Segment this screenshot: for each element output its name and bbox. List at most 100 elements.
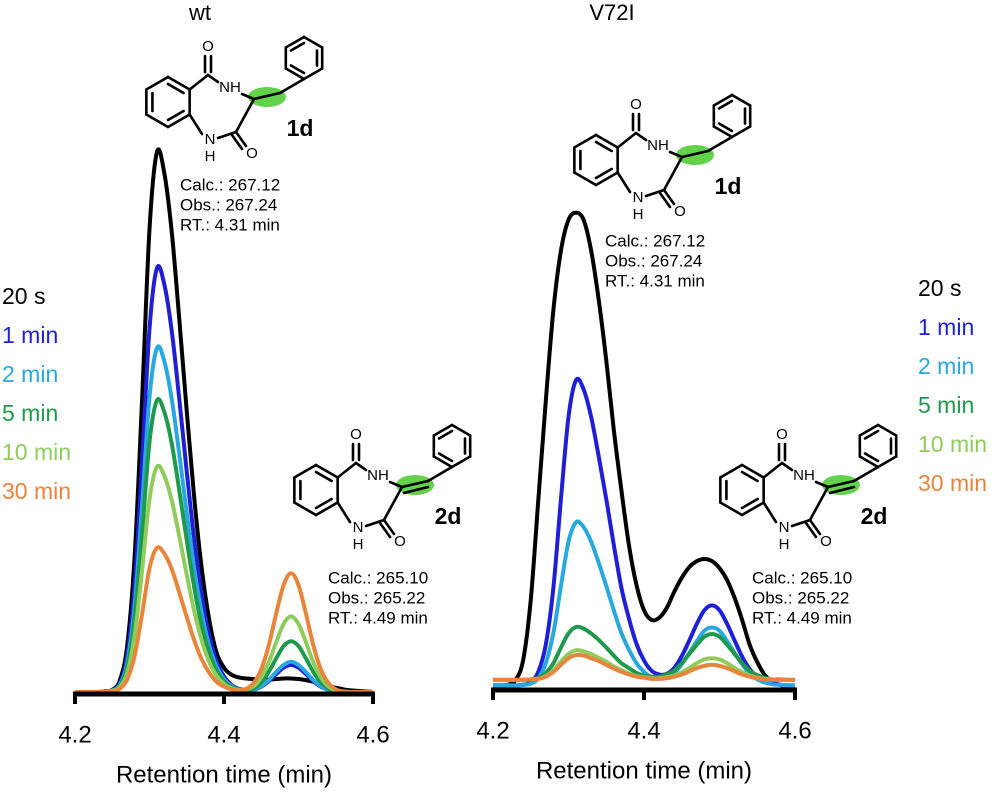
bond (740, 501, 765, 517)
atom-label: H (633, 206, 644, 223)
bond (284, 67, 306, 81)
mass-annotation: Calc.: 267.12 (605, 231, 705, 250)
bond (145, 113, 170, 129)
bond (234, 130, 248, 148)
bond (382, 485, 404, 522)
compound-label: 2d (435, 503, 462, 529)
atom-label: N (779, 519, 790, 536)
chromatogram-line (75, 545, 373, 695)
mass-annotation: RT.: 4.31 min (605, 271, 705, 290)
atom-label: H (205, 148, 216, 165)
bond (450, 423, 472, 437)
bond (166, 75, 191, 91)
atom-label: N (633, 189, 644, 206)
bond (450, 455, 472, 469)
bond (719, 463, 744, 479)
compound-label: 1d (287, 115, 314, 141)
bond (314, 497, 333, 510)
mass-annotation: Calc.: 265.10 (752, 568, 852, 587)
bond (852, 465, 880, 483)
atom-label: O (674, 203, 686, 220)
bond (706, 135, 734, 153)
bond (808, 485, 830, 522)
bond (616, 131, 638, 149)
atom-label: NH (219, 79, 241, 96)
bond (400, 479, 430, 489)
x-tick-label: 4.6 (356, 721, 389, 748)
bond (717, 122, 734, 133)
atom-label: NH (367, 467, 389, 484)
mass-annotation: RT.: 4.31 min (180, 215, 280, 234)
bond (437, 452, 454, 463)
bond (388, 480, 404, 489)
bond (712, 125, 734, 139)
bond (594, 167, 613, 180)
bond (378, 521, 392, 539)
bond (206, 73, 220, 84)
bond (314, 470, 333, 483)
bond (712, 93, 734, 107)
bond (826, 479, 856, 489)
bond (289, 64, 306, 75)
bond (314, 501, 339, 517)
mass-annotation: RT.: 4.49 min (752, 608, 852, 627)
mass-annotation: Obs.: 265.22 (752, 588, 849, 607)
mass-annotation: Calc.: 267.12 (180, 175, 280, 194)
legend-label: 5 min (2, 400, 58, 426)
bond (594, 171, 619, 187)
x-axis-label: Retention time (min) (116, 761, 332, 788)
bond (876, 455, 898, 469)
bond (216, 130, 238, 140)
legend-label: 1 min (2, 322, 58, 348)
legend-label: 1 min (918, 314, 974, 340)
atom-label: O (820, 533, 832, 550)
panel-title: wt (188, 0, 211, 25)
legend-label: 2 min (2, 361, 58, 387)
atom-label: O (202, 38, 214, 55)
x-axis-label: Retention time (min) (536, 757, 752, 784)
bond (426, 465, 454, 483)
bond (680, 149, 710, 159)
bond (808, 518, 822, 536)
bond (336, 501, 352, 524)
atom-label: O (630, 96, 642, 113)
bond (166, 82, 185, 95)
bond (354, 461, 368, 472)
bond (790, 518, 812, 528)
panel-title: V72I (589, 0, 634, 25)
bond (314, 463, 339, 479)
bond (740, 497, 759, 510)
bond (594, 140, 613, 153)
bond (302, 35, 324, 49)
bond (278, 77, 306, 95)
bond (230, 133, 244, 151)
atom-label: NH (793, 467, 815, 484)
bond (573, 133, 598, 149)
chromatogram-line (75, 463, 373, 695)
bond (293, 463, 318, 479)
bond (293, 501, 318, 517)
bond (302, 67, 324, 81)
atom-label: O (350, 426, 362, 443)
bond (658, 191, 672, 209)
bond (863, 429, 880, 440)
chromatogram-line (493, 376, 796, 688)
bond (717, 99, 734, 110)
chromatogram-line (75, 344, 373, 695)
bond (402, 485, 430, 495)
bond (876, 423, 898, 437)
atom-label: N (205, 131, 216, 148)
bond (644, 188, 666, 198)
bond (252, 91, 282, 101)
x-tick-label: 4.2 (476, 717, 509, 744)
bond (730, 93, 752, 107)
bond (437, 429, 454, 440)
legend-label: 30 min (2, 478, 71, 504)
atom-label: O (246, 145, 258, 162)
legend-label: 10 min (918, 431, 987, 457)
bond (364, 518, 386, 528)
bond (740, 470, 759, 483)
bond (594, 133, 619, 149)
